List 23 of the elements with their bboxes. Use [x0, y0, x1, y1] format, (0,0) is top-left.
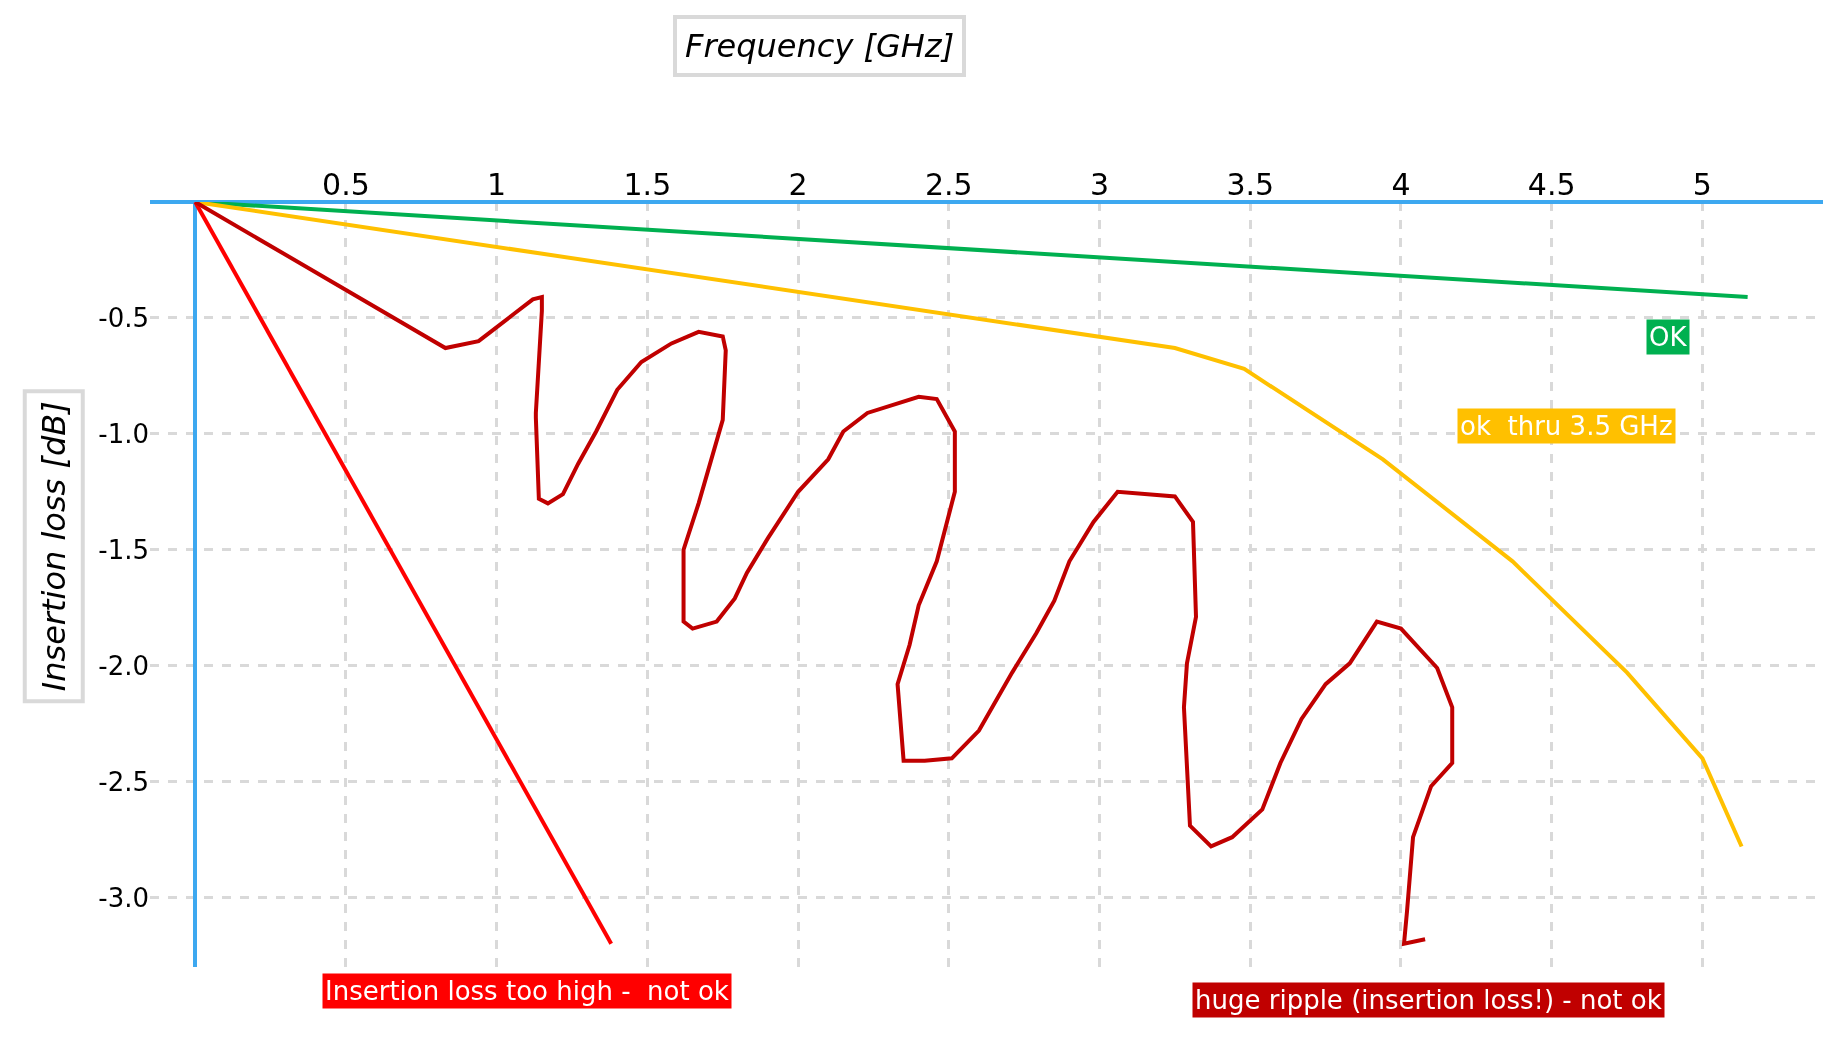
y-tick-label: -2.0 [98, 650, 149, 681]
y-tick-label: -1.5 [98, 534, 149, 565]
x-tick-label: 0.5 [322, 167, 370, 202]
x-tick-label: 3 [1089, 167, 1110, 202]
x-tick-label: 1 [487, 167, 507, 202]
y-tick-label: -2.5 [98, 766, 149, 797]
x-tick-label: 2 [788, 167, 808, 202]
x-tick-label: 2.5 [924, 167, 973, 202]
x-tick-label: 3.5 [1226, 167, 1275, 202]
x-axis-title: Frequency [GHz] [685, 27, 955, 65]
text: Insertion loss too high - not ok [325, 976, 729, 1006]
y-tick-label: -3.0 [98, 882, 149, 913]
x-tick-label: 4 [1391, 167, 1411, 202]
text: huge ripple (insertion loss!) - not ok [1195, 985, 1662, 1015]
series-label: OK [1649, 322, 1688, 352]
x-tick-label: 4.5 [1527, 167, 1576, 202]
y-tick-label: -0.5 [98, 303, 149, 334]
line-series [193, 202, 1455, 946]
x-tick-label: 5 [1692, 167, 1712, 202]
y-axis-title: Insertion loss [dB] [34, 401, 73, 692]
text: ok thru 3.5 GHz [1460, 411, 1673, 441]
x-tick-label: 1.5 [623, 167, 672, 202]
y-tick-label: -1.0 [98, 418, 149, 449]
